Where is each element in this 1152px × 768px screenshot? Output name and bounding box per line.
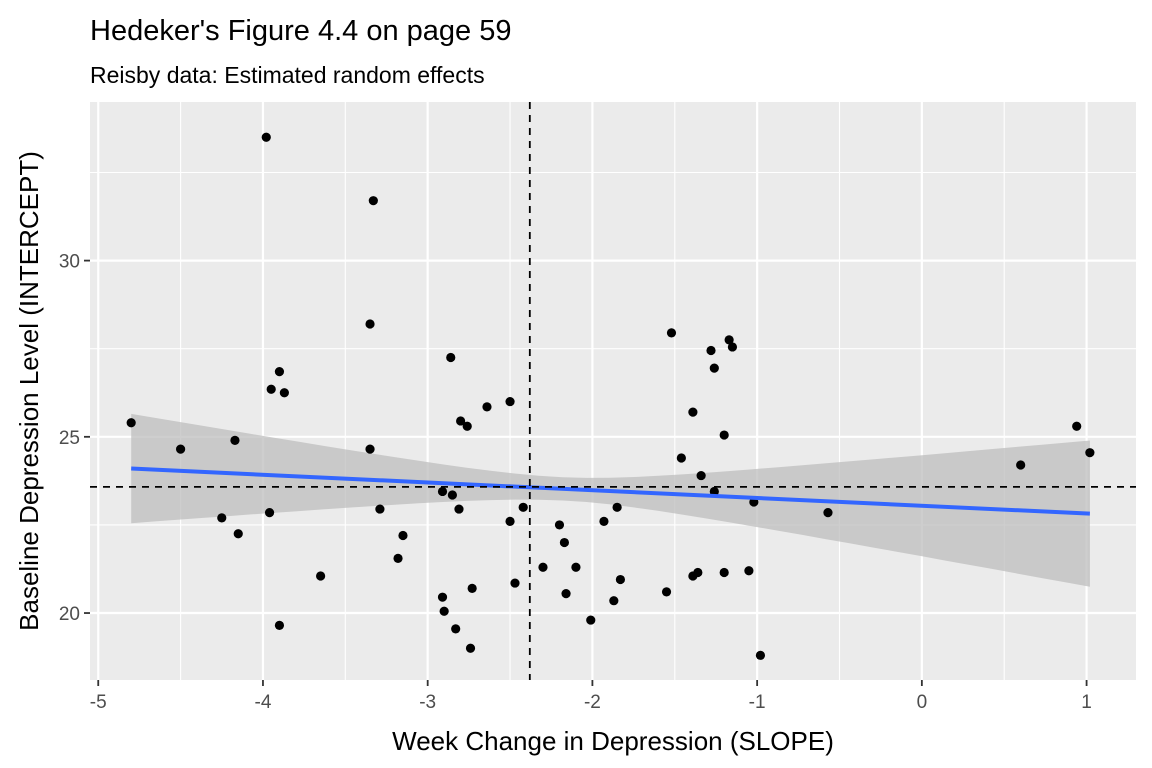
chart-subtitle: Reisby data: Estimated random effects: [90, 62, 485, 88]
data-point-18: [233, 529, 243, 539]
data-point-25: [454, 504, 464, 514]
data-point-44: [661, 587, 672, 597]
data-point-5: [266, 384, 276, 394]
data-point-61: [823, 507, 833, 518]
major-gridlines: [90, 102, 1136, 680]
y-tick-label: 20: [59, 604, 80, 625]
plot-panel: [90, 102, 1136, 680]
x-tick-label: -3: [419, 692, 436, 713]
data-point-45: [666, 328, 677, 338]
data-point-8: [482, 402, 492, 412]
x-tick-label: 0: [917, 692, 928, 713]
x-tick-label: -2: [584, 692, 601, 713]
data-point-12: [230, 435, 240, 445]
x-tick-label: -4: [255, 692, 272, 713]
chart-title: Hedeker's Figure 4.4 on page 59: [90, 15, 511, 47]
data-point-63: [1072, 421, 1082, 431]
y-tick-label: 30: [59, 252, 80, 273]
data-point-29: [510, 578, 520, 588]
data-point-9: [456, 416, 466, 426]
data-point-20: [393, 553, 403, 564]
data-point-60: [755, 650, 766, 660]
data-point-42: [615, 574, 626, 585]
data-point-30: [437, 592, 448, 602]
data-point-43: [609, 596, 619, 606]
data-point-13: [175, 444, 186, 454]
data-point-62: [1016, 460, 1026, 470]
regression-line: [131, 466, 1090, 516]
data-point-11: [126, 418, 136, 428]
data-point-35: [554, 520, 565, 530]
x-axis-ticks: -5 -4 -3 -2 -1 0 1: [90, 680, 1092, 713]
data-point-41: [612, 502, 622, 512]
data-point-47: [724, 335, 734, 345]
data-point-54: [709, 486, 719, 497]
minor-gridlines: [90, 102, 1136, 680]
data-point-40: [599, 516, 609, 527]
data-point-64: [1085, 448, 1095, 458]
data-point-26: [518, 502, 528, 512]
data-point-24: [447, 490, 457, 500]
data-point-27: [505, 516, 515, 527]
data-point-16: [264, 507, 275, 518]
data-point-39: [586, 615, 596, 625]
data-point-58: [744, 566, 754, 576]
data-point-23: [437, 486, 448, 497]
data-point-14: [365, 444, 375, 454]
data-point-17: [217, 513, 227, 523]
data-point-37: [571, 562, 581, 572]
x-tick-label: -5: [90, 692, 107, 713]
data-point-48: [727, 342, 738, 352]
data-point-28: [467, 583, 477, 593]
x-axis-title: Week Change in Depression (SLOPE): [392, 726, 834, 756]
data-point-32: [451, 624, 461, 634]
data-point-52: [676, 453, 686, 463]
confidence-band: [131, 413, 1090, 587]
data-point-15: [375, 504, 385, 514]
data-point-1: [368, 196, 378, 206]
data-point-22: [274, 620, 285, 630]
data-point-19: [398, 530, 408, 541]
data-point-50: [688, 407, 698, 417]
y-tick-label: 25: [59, 428, 80, 449]
data-point-38: [561, 589, 571, 599]
data-point-31: [439, 606, 449, 616]
data-point-7: [505, 396, 515, 407]
data-point-49: [709, 363, 719, 373]
data-point-4: [274, 367, 285, 377]
data-point-36: [559, 537, 570, 548]
y-axis-ticks: 20 25 30: [59, 252, 90, 625]
y-axis-title: Baseline Depression Level (INTERCEPT): [14, 151, 44, 631]
data-point-10: [462, 421, 472, 431]
data-point-34: [538, 562, 548, 572]
data-point-3: [446, 352, 456, 363]
data-point-51: [719, 430, 729, 440]
x-tick-label: -1: [749, 692, 766, 713]
data-point-21: [316, 571, 326, 581]
data-point-6: [279, 388, 289, 398]
data-points: [126, 132, 1095, 660]
data-point-0: [261, 132, 271, 142]
x-tick-label: 1: [1081, 692, 1092, 713]
data-point-2: [365, 319, 375, 329]
data-point-33: [465, 643, 476, 653]
data-point-53: [696, 470, 706, 481]
data-point-57: [719, 567, 729, 578]
data-point-46: [706, 345, 716, 356]
data-point-56: [693, 567, 703, 578]
